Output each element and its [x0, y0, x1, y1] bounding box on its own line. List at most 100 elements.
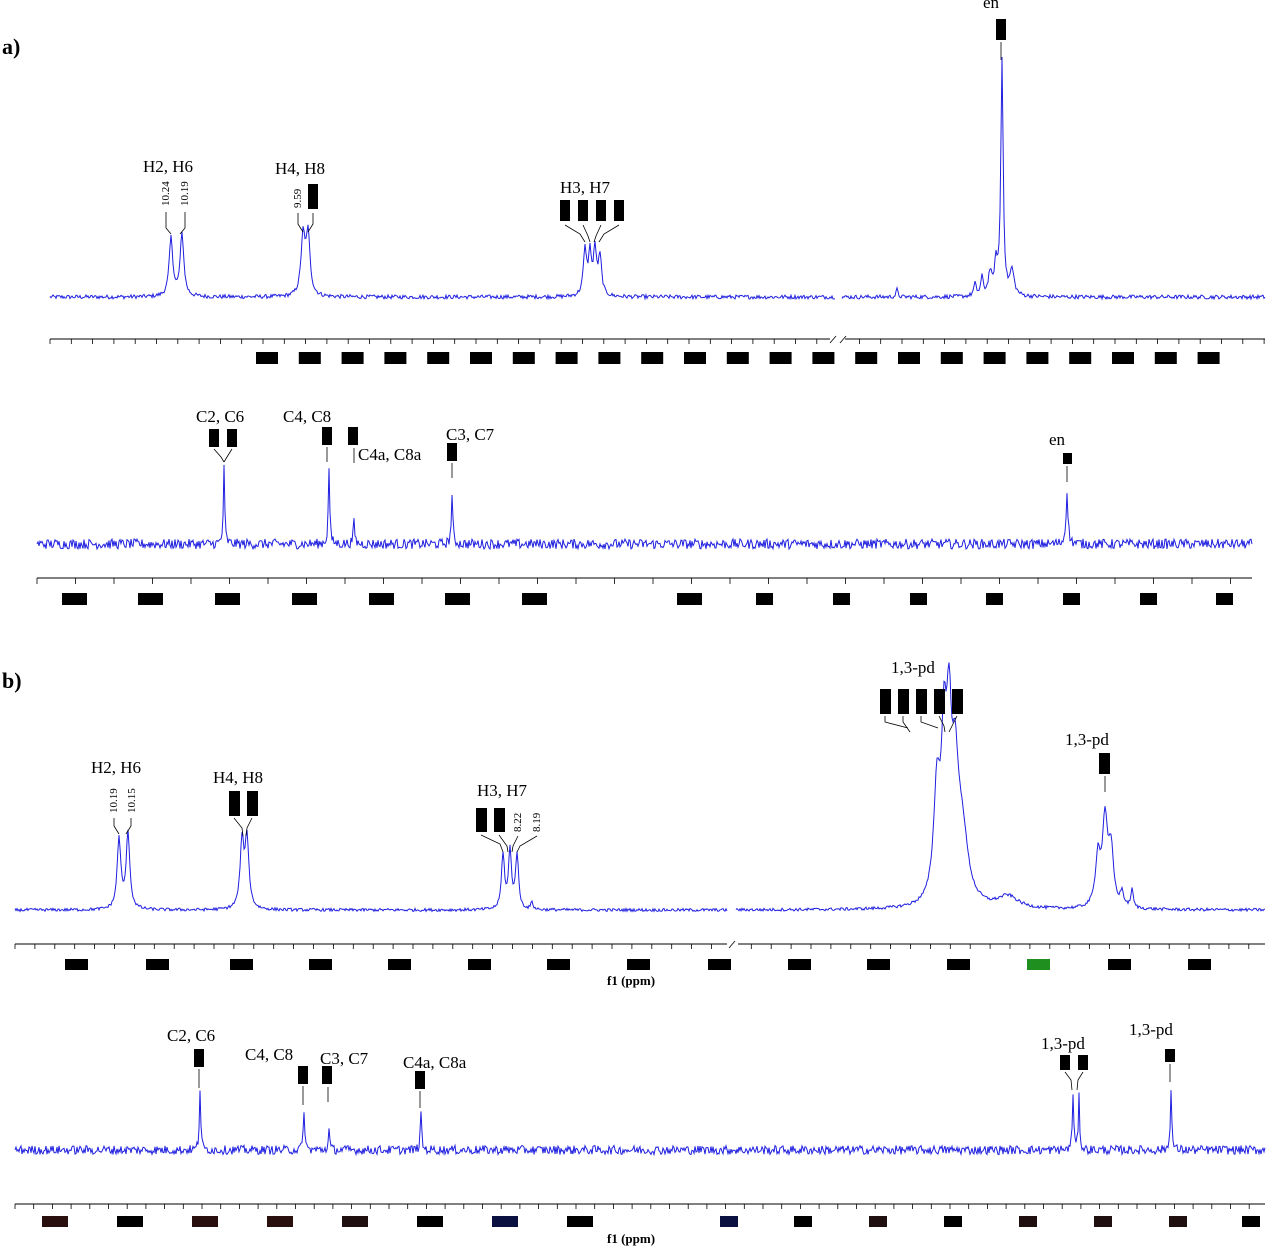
- redacted-tick-label: [555, 352, 578, 364]
- ppm-axes: [14, 335, 1265, 1227]
- redacted-block: [1063, 453, 1072, 464]
- redacted-tick-label: [445, 593, 470, 605]
- redacted-tick-label: [794, 1216, 812, 1227]
- redacted-tick-label: [230, 959, 253, 970]
- redacted-tick-label: [986, 593, 1003, 605]
- axis-tick: [839, 335, 847, 344]
- redacted-block: [596, 200, 606, 221]
- redacted-tick-label: [1112, 352, 1134, 364]
- peak-label-a-h4-h8: H4, H8 9.59: [275, 159, 325, 233]
- redacted-tick-label: [492, 1216, 518, 1227]
- spectrum-a-1h-trace-right: [841, 56, 1266, 301]
- svg-text:H3, H7: H3, H7: [560, 178, 611, 197]
- svg-text:C4, C8: C4, C8: [245, 1045, 293, 1064]
- svg-text:C3, C7: C3, C7: [446, 425, 495, 444]
- redacted-block: [308, 184, 318, 209]
- redacted-block: [229, 791, 240, 816]
- redacted-tick-label: [298, 352, 321, 364]
- redacted-block: [560, 200, 570, 221]
- axis-tick: [829, 335, 837, 344]
- peak-label-a-en-13c: en: [1049, 430, 1072, 482]
- peak-label-b-c3-c7: C3, C7: [320, 1049, 369, 1102]
- svg-text:H4, H8: H4, H8: [275, 159, 325, 178]
- redacted-tick-label: [256, 352, 278, 364]
- redacted-tick-label: [292, 593, 317, 605]
- peak-label-b-c4a-c8a: C4a, C8a: [403, 1053, 467, 1108]
- shift-label: 10.19: [179, 181, 191, 206]
- redacted-tick-label: [1108, 959, 1131, 970]
- svg-text:1,3-pd: 1,3-pd: [1065, 730, 1109, 749]
- svg-text:H2, H6: H2, H6: [91, 758, 141, 777]
- redacted-tick-label: [869, 1216, 887, 1227]
- svg-text:C3, C7: C3, C7: [320, 1049, 369, 1068]
- peak-label-b-h4-h8: H4, H8: [213, 768, 263, 837]
- redacted-tick-label: [567, 1216, 593, 1227]
- peak-label-a-c3-c7: C3, C7: [446, 425, 495, 478]
- redacted-tick-label: [947, 959, 970, 970]
- redacted-tick-label: [138, 593, 163, 605]
- shift-label: 9.59: [292, 188, 304, 208]
- redacted-tick-label: [898, 352, 920, 364]
- redacted-tick-label: [598, 352, 621, 364]
- redacted-block: [934, 689, 945, 714]
- redacted-tick-label: [756, 593, 773, 605]
- redacted-tick-label: [1019, 1216, 1037, 1227]
- svg-text:C2, C6: C2, C6: [167, 1026, 215, 1045]
- redacted-block: [898, 689, 909, 714]
- shift-label: 8.22: [512, 813, 524, 832]
- redacted-tick-label: [342, 1216, 368, 1227]
- redacted-tick-label: [369, 593, 394, 605]
- redacted-tick-label: [641, 352, 664, 364]
- redacted-tick-label: [627, 959, 650, 970]
- redacted-tick-label: [855, 352, 878, 364]
- shift-label: 8.19: [531, 812, 543, 832]
- svg-text:en: en: [983, 0, 1000, 12]
- redacted-tick-label: [833, 593, 850, 605]
- redacted-block: [247, 791, 258, 816]
- redacted-tick-label: [1154, 352, 1177, 364]
- redacted-block: [194, 1049, 204, 1067]
- panel-a-label: a): [2, 34, 20, 59]
- redacted-tick-label: [42, 1216, 68, 1227]
- redacted-tick-label: [1063, 593, 1080, 605]
- redacted-tick-label: [547, 959, 570, 970]
- redacted-block: [348, 427, 358, 445]
- redacted-tick-label: [512, 352, 535, 364]
- svg-text:en: en: [1049, 430, 1066, 449]
- redacted-tick-label: [1216, 593, 1233, 605]
- redacted-tick-label: [726, 352, 749, 364]
- peak-label-a-c4-c8: C4, C8: [283, 407, 358, 462]
- redacted-tick-label: [62, 593, 87, 605]
- redacted-tick-label: [1026, 352, 1049, 364]
- redacted-block: [227, 429, 237, 447]
- redacted-tick-label: [983, 352, 1006, 364]
- peak-label-a-c2-c6: C2, C6: [196, 407, 244, 463]
- spectrum-b-1h-trace: [14, 829, 728, 913]
- peak-label-b-13-pd-1: 1,3-pd: [880, 658, 963, 733]
- redacted-block: [996, 19, 1006, 40]
- axis-tick: [728, 940, 736, 949]
- redacted-tick-label: [677, 593, 702, 605]
- redacted-block: [447, 443, 457, 461]
- svg-text:H4, H8: H4, H8: [213, 768, 263, 787]
- spectrum-a-13c-trace: [36, 464, 1253, 551]
- redacted-tick-label: [684, 352, 706, 364]
- redacted-block: [880, 689, 891, 714]
- redacted-tick-label: [384, 352, 407, 364]
- redacted-tick-label: [1027, 959, 1050, 970]
- redacted-tick-label: [910, 593, 927, 605]
- redacted-tick-label: [468, 959, 491, 970]
- spectrum-a-1h-trace: [49, 224, 836, 301]
- svg-text:1,3-pd: 1,3-pd: [1129, 1020, 1173, 1039]
- svg-text:C4, C8: C4, C8: [283, 407, 331, 426]
- redacted-tick-label: [940, 352, 963, 364]
- redacted-block: [322, 427, 332, 445]
- redacted-tick-label: [341, 352, 364, 364]
- peak-label-b-h2-h6: H2, H6 10.19 10.15: [91, 758, 141, 835]
- redacted-tick-label: [1094, 1216, 1112, 1227]
- redacted-tick-label: [117, 1216, 143, 1227]
- peak-label-a-h3-h7: H3, H7: [560, 178, 624, 243]
- spectrum-b-1h-trace-right: [735, 662, 1266, 913]
- peak-label-b-13-pd-13c-2: 1,3-pd: [1129, 1020, 1175, 1082]
- redacted-block: [1165, 1049, 1175, 1062]
